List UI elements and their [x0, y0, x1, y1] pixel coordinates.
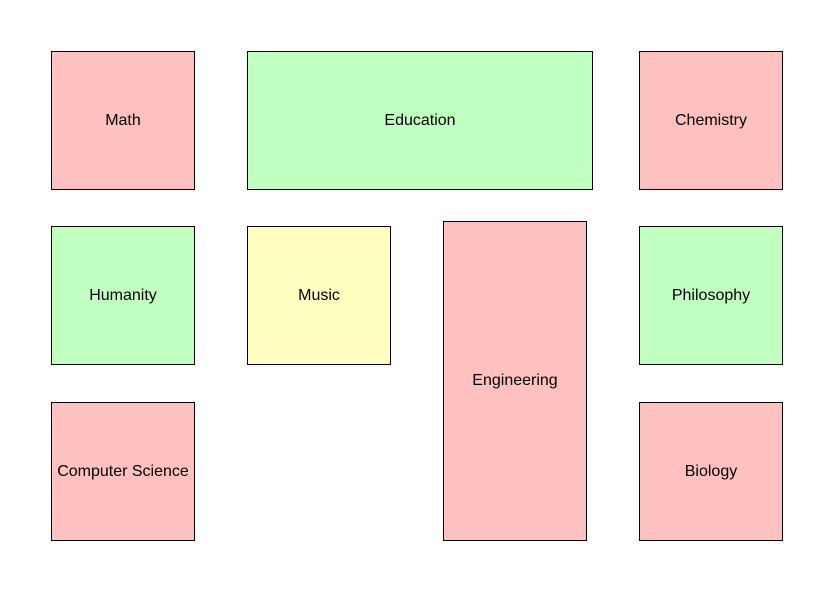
computer-science-label: Computer Science	[57, 462, 189, 480]
biology-box[interactable]: Biology	[639, 402, 783, 541]
music-box[interactable]: Music	[247, 226, 391, 365]
biology-label: Biology	[684, 462, 738, 480]
engineering-label: Engineering	[472, 372, 558, 389]
math-box[interactable]: Math	[51, 51, 195, 190]
computer-science-box[interactable]: Computer Science	[51, 402, 195, 541]
philosophy-label: Philosophy	[671, 286, 751, 304]
education-label: Education	[384, 111, 456, 129]
chemistry-label: Chemistry	[674, 111, 747, 129]
engineering-box[interactable]: Engineering	[443, 221, 587, 541]
chemistry-box[interactable]: Chemistry	[639, 51, 783, 190]
education-box[interactable]: Education	[247, 51, 593, 190]
math-label: Math	[105, 111, 141, 129]
philosophy-box[interactable]: Philosophy	[639, 226, 783, 365]
music-label: Music	[298, 286, 340, 304]
humanity-label: Humanity	[89, 286, 157, 304]
humanity-box[interactable]: Humanity	[51, 226, 195, 365]
